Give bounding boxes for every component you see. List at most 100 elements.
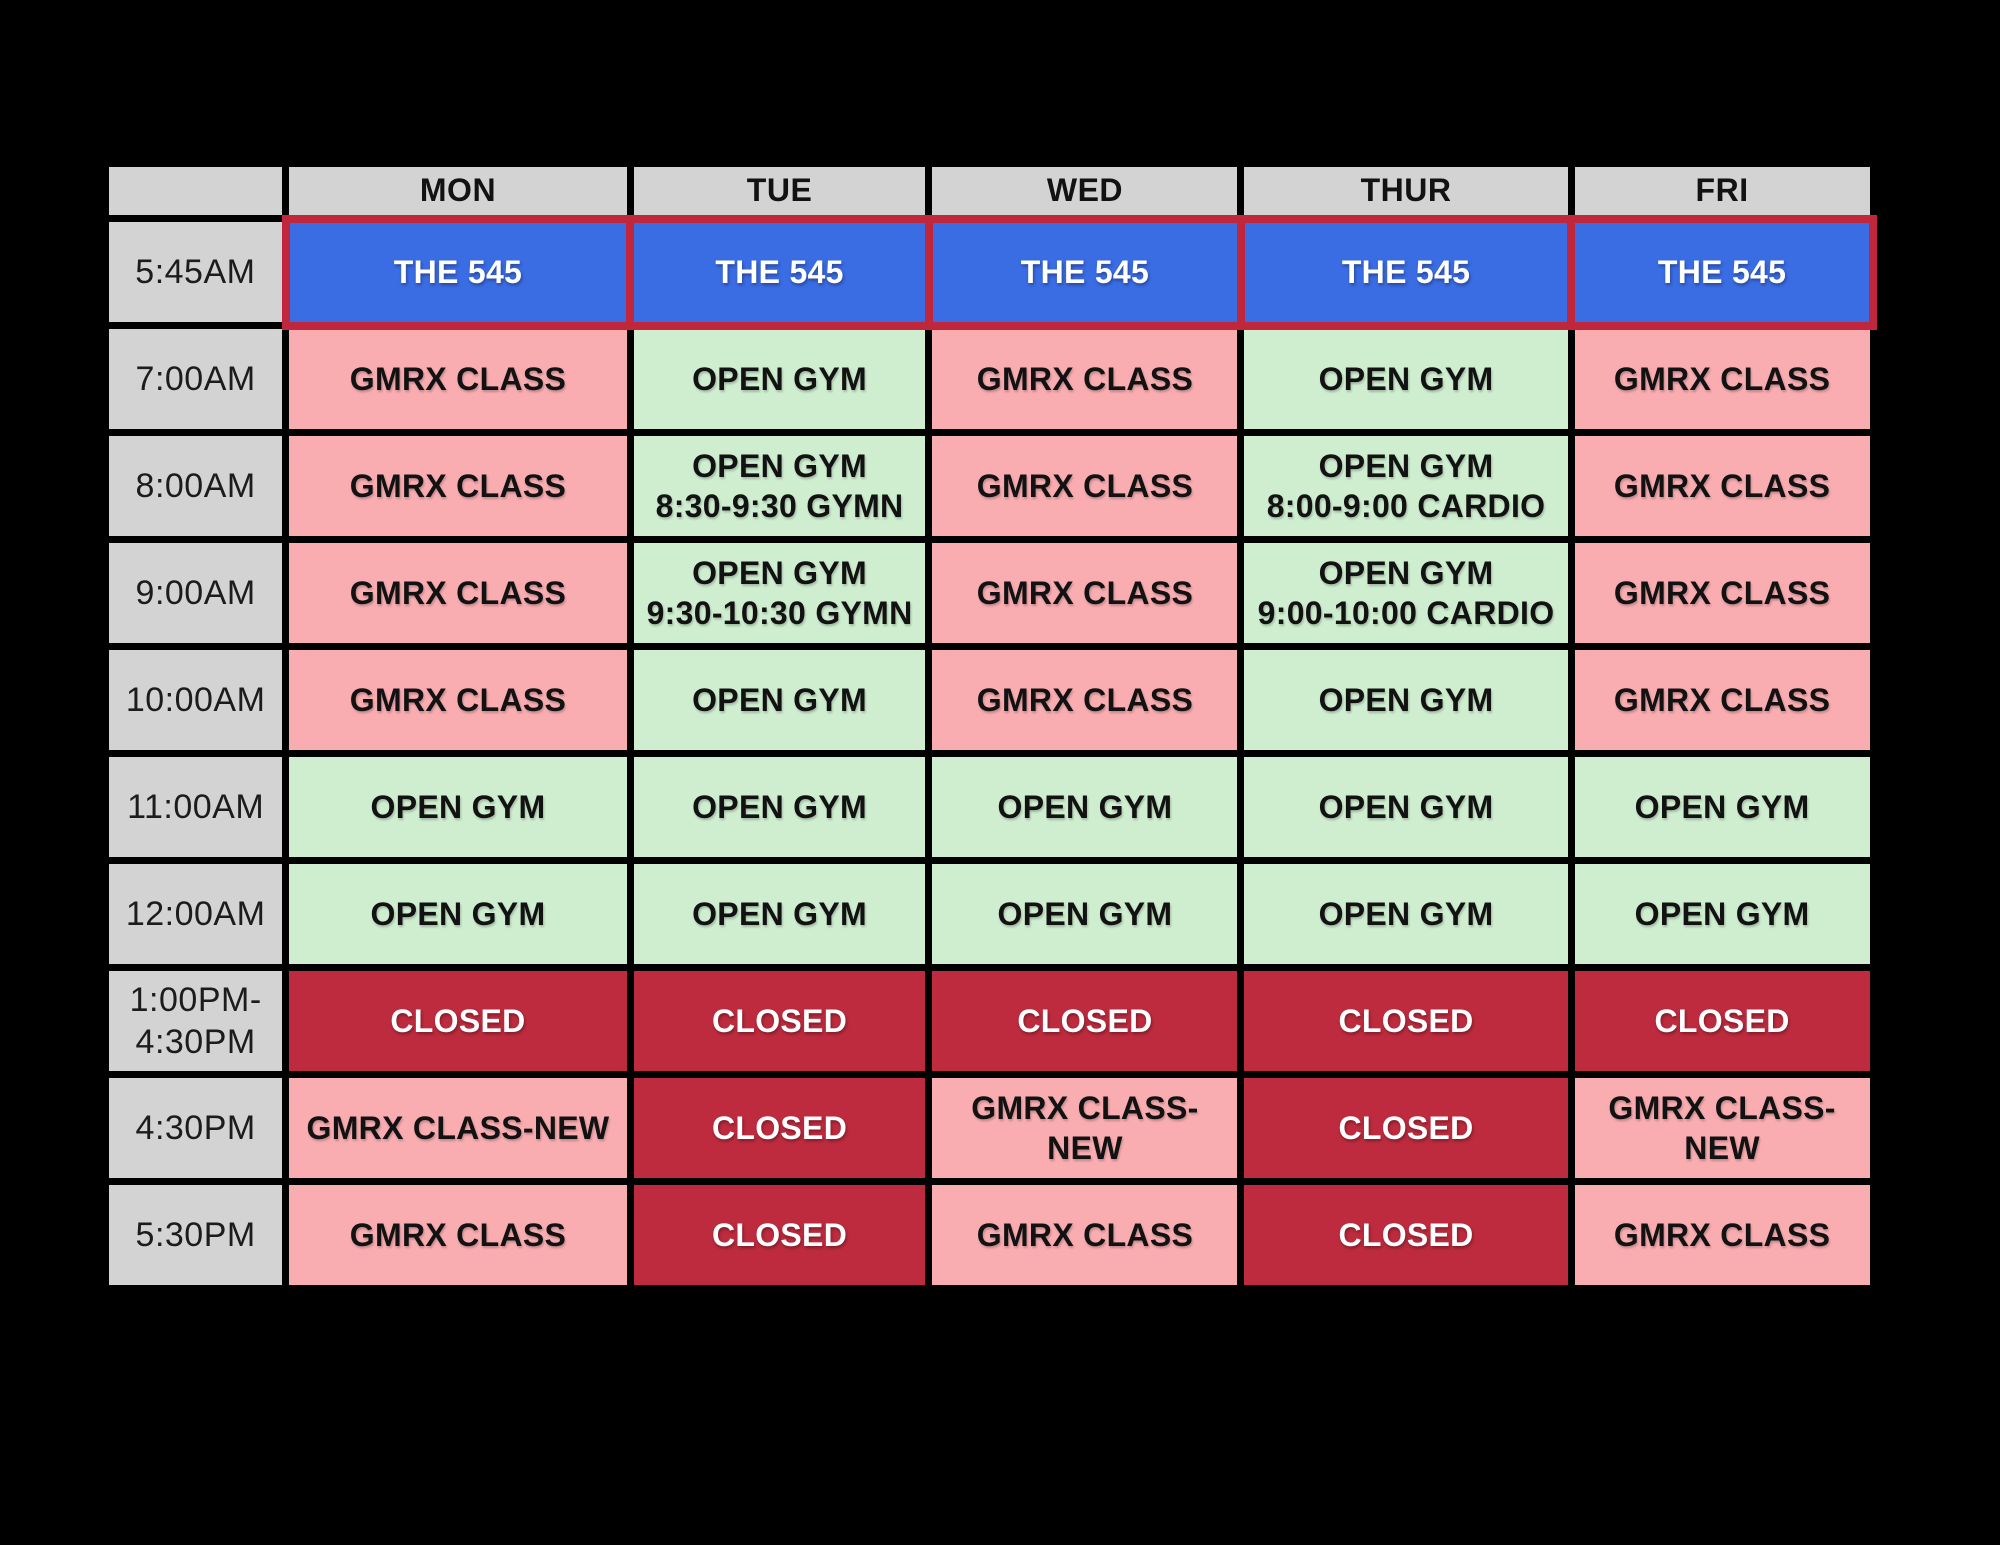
schedule-cell-thur-row7: CLOSED: [1237, 964, 1575, 1078]
schedule-cell-mon-row5: OPEN GYM: [282, 750, 634, 864]
schedule-cell-label: THE 545: [1020, 254, 1150, 290]
schedule-cell-label: OPEN GYM: [692, 448, 867, 484]
schedule-row-5:45am: 5:45AM THE 545 THE 545 THE 545 THE 545 THE 54…: [101, 214, 1877, 330]
header-corner-cell: [101, 160, 290, 222]
time-label: 9:00AM: [101, 536, 290, 650]
header-day-thur: THUR: [1237, 160, 1575, 222]
schedule-cell-label: OPEN GYM: [692, 555, 867, 591]
schedule-cell-thur-row4: OPEN GYM: [1237, 643, 1575, 757]
schedule-cell-mon-row4: GMRX CLASS: [282, 643, 634, 757]
schedule-cell-tue-row0: THE 545: [626, 214, 933, 330]
schedule-cell-mon-row9: GMRX CLASS: [282, 1178, 634, 1292]
schedule-cell-label: OPEN GYM: [1318, 789, 1494, 825]
time-label: 5:45AM: [101, 215, 290, 329]
schedule-row-10:00am: 10:00AM GMRX CLASS OPEN GYM GMRX CLASS OPEN …: [101, 643, 1877, 757]
schedule-cell-thur-row0: THE 545: [1236, 214, 1576, 330]
schedule-cell-mon-row0: THE 545: [281, 214, 635, 330]
schedule-cell-label: CLOSED: [1338, 1110, 1474, 1146]
schedule-cell-label: OPEN GYM: [1318, 361, 1494, 398]
schedule-cell-label: CLOSED: [711, 1110, 848, 1146]
schedule-cell-label: OPEN GYM: [370, 896, 546, 932]
schedule-cell-thur-row3: OPEN GYM 9:00-10:00 CARDIO: [1237, 536, 1575, 650]
schedule-cell-tue-row8: CLOSED: [626, 1071, 933, 1185]
schedule-cell-mon-row8: GMRX CLASS-NEW: [282, 1071, 634, 1185]
schedule-cell-thur-row6: OPEN GYM: [1237, 857, 1575, 971]
schedule-cell-label: 9:00-10:00 CARDIO: [1257, 595, 1555, 631]
time-label: 4:30PM: [101, 1071, 290, 1185]
schedule-cell-label: CLOSED: [711, 1003, 848, 1039]
schedule-row-11:00am: 11:00AM OPEN GYM OPEN GYM OPEN GYM OPEN GYM O…: [101, 750, 1877, 864]
time-label: 10:00AM: [101, 643, 290, 757]
header-day-fri: FRI: [1567, 160, 1877, 222]
schedule-cell-label: CLOSED: [390, 1003, 526, 1039]
header-day-wed: WED: [925, 160, 1245, 222]
schedule-cell-wed-row8: GMRX CLASS-NEW: [925, 1071, 1245, 1185]
schedule-cell-label: GMRX CLASS: [1613, 361, 1831, 398]
time-label-line: 10:00AM: [125, 681, 266, 719]
time-label: 12:00AM: [101, 857, 290, 971]
schedule-cell-wed-row5: OPEN GYM: [925, 750, 1245, 864]
schedule-cell-label: OPEN GYM: [1318, 682, 1494, 718]
schedule-cell-label: CLOSED: [1338, 1217, 1474, 1253]
schedule-cell-label: THE 545: [1341, 254, 1471, 290]
schedule-cell-label: GMRX CLASS: [976, 1217, 1194, 1253]
time-label: 7:00AM: [101, 322, 290, 436]
schedule-cell-fri-row9: GMRX CLASS: [1567, 1178, 1877, 1292]
time-label-line: 8:00AM: [135, 467, 256, 505]
time-label-line: 12:00AM: [125, 895, 266, 933]
schedule-cell-thur-row2: OPEN GYM 8:00-9:00 CARDIO: [1237, 429, 1575, 543]
schedule-cell-wed-row6: OPEN GYM: [925, 857, 1245, 971]
schedule-row-9:00am: 9:00AM GMRX CLASS OPEN GYM 9:30-10:30 GYMN G…: [101, 536, 1877, 650]
schedule-cell-label: 9:30-10:30 GYMN: [646, 595, 913, 631]
schedule-cell-tue-row6: OPEN GYM: [626, 857, 933, 971]
time-label: 1:00PM- 4:30PM: [101, 964, 290, 1078]
schedule-cell-label: OPEN GYM: [1318, 448, 1494, 484]
schedule-cell-tue-row3: OPEN GYM 9:30-10:30 GYMN: [626, 536, 933, 650]
schedule-cell-label: GMRX CLASS: [349, 361, 567, 398]
schedule-cell-label: OPEN GYM: [1318, 555, 1494, 591]
schedule-cell-label: GMRX CLASS: [1613, 682, 1831, 718]
schedule-row-8:00am: 8:00AM GMRX CLASS OPEN GYM 8:30-9:30 GYMN GM…: [101, 429, 1877, 543]
schedule-cell-label: OPEN GYM: [370, 789, 546, 825]
schedule-cell-label: CLOSED: [1654, 1003, 1790, 1039]
schedule-cell-wed-row4: GMRX CLASS: [925, 643, 1245, 757]
schedule-cell-label: CLOSED: [711, 1217, 848, 1253]
schedule-cell-thur-row1: OPEN GYM: [1237, 322, 1575, 436]
schedule-cell-fri-row5: OPEN GYM: [1567, 750, 1877, 864]
schedule-cell-label: 8:00-9:00 CARDIO: [1266, 488, 1546, 524]
schedule-cell-tue-row1: OPEN GYM: [626, 322, 933, 436]
schedule-cell-mon-row6: OPEN GYM: [282, 857, 634, 971]
schedule-cell-label: THE 545: [1657, 254, 1787, 290]
schedule-cell-mon-row1: GMRX CLASS: [282, 322, 634, 436]
schedule-cell-label: THE 545: [393, 254, 523, 290]
time-label-line: 5:30PM: [135, 1216, 256, 1254]
schedule-cell-mon-row2: GMRX CLASS: [282, 429, 634, 543]
schedule-row-7:00am: 7:00AM GMRX CLASS OPEN GYM GMRX CLASS OPEN G…: [101, 322, 1877, 436]
schedule-cell-wed-row0: THE 545: [924, 214, 1245, 330]
time-label-line: 5:45AM: [135, 253, 256, 291]
schedule-cell-fri-row3: GMRX CLASS: [1567, 536, 1877, 650]
schedule-cell-mon-row7: CLOSED: [282, 964, 634, 1078]
schedule-cell-label: GMRX CLASS: [349, 682, 567, 718]
schedule-cell-label: CLOSED: [1338, 1003, 1474, 1039]
schedule-cell-fri-row4: GMRX CLASS: [1567, 643, 1877, 757]
schedule-row-1:00pm-4:30pm: 1:00PM- 4:30PM CLOSED CLOSED CLOSED CLOSED CLO…: [101, 964, 1877, 1078]
schedule-cell-wed-row2: GMRX CLASS: [925, 429, 1245, 543]
schedule-cell-wed-row3: GMRX CLASS: [925, 536, 1245, 650]
schedule-cell-tue-row5: OPEN GYM: [626, 750, 933, 864]
schedule-cell-label: GMRX CLASS: [1613, 575, 1831, 611]
time-label-line: 1:00PM-: [129, 981, 262, 1019]
schedule-cell-label: OPEN GYM: [997, 789, 1173, 825]
schedule-cell-fri-row2: GMRX CLASS: [1567, 429, 1877, 543]
schedule-cell-thur-row5: OPEN GYM: [1237, 750, 1575, 864]
schedule-cell-fri-row1: GMRX CLASS: [1567, 322, 1877, 436]
schedule-cell-mon-row3: GMRX CLASS: [282, 536, 634, 650]
header-day-tue: TUE: [626, 160, 933, 222]
schedule-cell-label: GMRX CLASS: [349, 1217, 567, 1253]
schedule-cell-tue-row9: CLOSED: [626, 1178, 933, 1292]
schedule-cell-label: OPEN GYM: [692, 682, 867, 718]
gym-schedule-table: MON TUE WED THUR FRI 5:45AM THE 545 THE 54…: [101, 160, 1877, 1292]
schedule-cell-fri-row7: CLOSED: [1567, 964, 1877, 1078]
schedule-cell-tue-row2: OPEN GYM 8:30-9:30 GYMN: [626, 429, 933, 543]
schedule-cell-label: GMRX CLASS: [976, 682, 1194, 718]
